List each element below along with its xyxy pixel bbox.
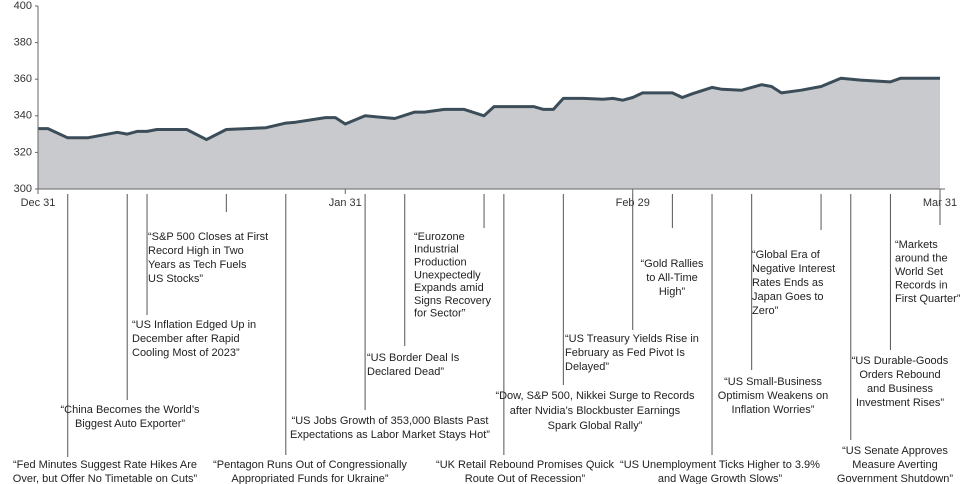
annotation-text: World Set <box>895 266 943 278</box>
annotation-text: Orders Rebound <box>859 369 940 381</box>
annotation-text: Biggest Auto Exporter” <box>75 418 185 430</box>
annotation-text: Expectations as Labor Market Stays Hot” <box>290 429 490 441</box>
annotation-text: “S&P 500 Closes at First <box>148 231 268 243</box>
annotation-text: “Gold Rallies <box>641 258 704 270</box>
area-fill <box>38 78 940 189</box>
annotation-text: Government Shutdown” <box>837 473 954 484</box>
annotation-text: Rates Ends as <box>752 277 824 289</box>
annotation-text: Investment Rises” <box>856 397 944 409</box>
annotation-text: Negative Interest <box>752 263 835 275</box>
annotation-text: “US Unemployment Ticks Higher to 3.9% <box>620 459 820 471</box>
annotation-text: Signs Recovery <box>414 295 492 307</box>
annotation-text: “Pentagon Runs Out of Congressionally <box>213 459 407 471</box>
annotation-text: Unexpectedly <box>414 269 481 281</box>
annotation-text: for Sector” <box>414 308 466 320</box>
annotation-text: Delayed” <box>565 361 609 373</box>
y-tick-label: 320 <box>14 146 32 158</box>
annotation-text: Over, but Offer No Timetable on Cuts” <box>13 473 198 484</box>
annotation-text: Industrial <box>414 244 459 256</box>
annotation-text: “US Jobs Growth of 353,000 Blasts Past <box>292 415 489 427</box>
annotation-text: “US Small-Business <box>724 376 822 388</box>
annotation-text: to All-Time <box>646 272 698 284</box>
annotation-text: “Global Era of <box>752 249 821 261</box>
annotation-text: “US Inflation Edged Up in <box>132 319 256 331</box>
annotation-text: Measure Averting <box>852 459 937 471</box>
annotation-text: Records in <box>895 279 948 291</box>
annotation-text: “US Border Deal Is <box>367 352 460 364</box>
annotation-text: around the <box>895 252 948 264</box>
x-tick-label: Jan 31 <box>329 197 362 209</box>
annotation-text: Route Out of Recession” <box>465 473 586 484</box>
area-line <box>38 76 940 142</box>
annotation-text: Production <box>414 257 467 269</box>
annotation-text: High” <box>659 286 686 298</box>
annotation-text: Expands amid <box>414 282 484 294</box>
annotation-text: Years as Tech Fuels <box>148 259 247 271</box>
annotation-text: “Eurozone <box>414 231 465 243</box>
annotation-text: “Dow, S&P 500, Nikkei Surge to Records <box>495 390 695 402</box>
annotation-text: “China Becomes the World’s <box>61 404 200 416</box>
x-tick-label: Dec 31 <box>21 197 56 209</box>
annotation-text: Inflation Worries” <box>732 404 815 416</box>
annotation-text: “US Senate Approves <box>842 445 948 457</box>
y-tick-label: 360 <box>14 73 32 85</box>
annotation-text: “US Treasury Yields Rise in <box>565 333 699 345</box>
annotation-text: Declared Dead” <box>367 366 444 378</box>
annotation-text: Appropriated Funds for Ukraine” <box>231 473 388 484</box>
annotation-text: “US Durable-Goods <box>852 355 949 367</box>
annotation-text: and Wage Growth Slows” <box>658 473 783 484</box>
y-tick-label: 300 <box>14 183 32 195</box>
annotation-text: December after Rapid <box>132 333 240 345</box>
annotation-text: Record High in Two <box>148 245 244 257</box>
annotation-text: Optimism Weakens on <box>718 390 828 402</box>
annotation-text: Japan Goes to <box>752 291 824 303</box>
annotation-text: US Stocks” <box>148 273 203 285</box>
annotation-text: “UK Retail Rebound Promises Quick <box>436 459 614 471</box>
annotation-text: “Markets <box>895 239 938 251</box>
y-tick-label: 340 <box>14 110 32 122</box>
y-tick-label: 380 <box>14 37 32 49</box>
annotation-text: “Fed Minutes Suggest Rate Hikes Are <box>13 459 197 471</box>
y-tick-label: 400 <box>14 0 32 12</box>
annotation-text: Cooling Most of 2023” <box>132 347 240 359</box>
annotation-text: and Business <box>867 383 934 395</box>
annotation-text: February as Fed Pivot Is <box>565 347 685 359</box>
annotation-text: Zero” <box>752 305 779 317</box>
annotation-text: First Quarter” <box>895 293 960 305</box>
annotation-text: after Nvidia’s Blockbuster Earnings <box>510 405 681 417</box>
annotation-text: Spark Global Rally” <box>548 420 643 432</box>
